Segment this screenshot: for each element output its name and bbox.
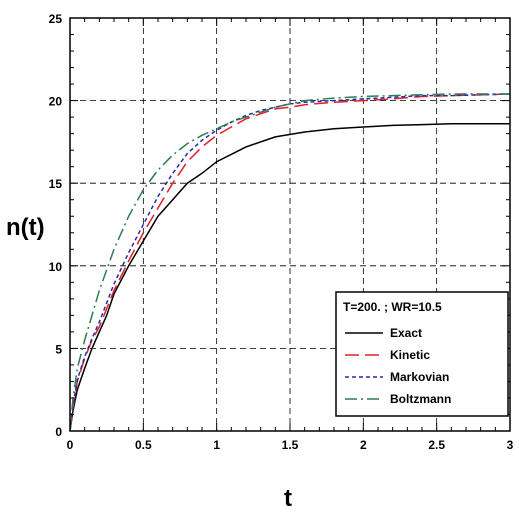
legend: T=200. ; WR=10.5 Exact Kinetic Markovian Bo… — [335, 291, 509, 417]
x-axis-title: t — [284, 485, 292, 512]
y-tick-label: 10 — [49, 260, 63, 274]
y-tick-label: 5 — [55, 342, 62, 356]
series-line-exact — [69, 122, 510, 432]
x-tick-label: 2 — [360, 438, 367, 452]
legend-label: Markovian — [390, 370, 449, 384]
tick-labels: 0 0.5 1 1.5 2 2.5 3 0 5 10 15 20 25 — [49, 12, 514, 452]
x-tick-label: 1 — [213, 438, 220, 452]
y-tick-label: 15 — [49, 177, 63, 191]
frame-ticks — [69, 17, 511, 432]
legend-items: Exact Kinetic Markovian Boltzmann — [345, 326, 451, 406]
y-axis-title: n(t) — [6, 214, 45, 241]
x-tick-label: 2.5 — [428, 438, 445, 452]
y-tick-label: 0 — [55, 425, 62, 439]
series-line-kinetic — [69, 93, 511, 432]
x-tick-label: 0 — [67, 438, 74, 452]
x-tick-label: 0.5 — [135, 438, 152, 452]
series-line-markovian — [69, 93, 511, 432]
series-lines — [69, 93, 511, 432]
legend-box — [335, 291, 509, 417]
series-line-boltzmann — [69, 93, 510, 432]
legend-label: Exact — [390, 326, 422, 340]
legend-label: Kinetic — [390, 348, 430, 362]
y-tick-label: 25 — [49, 12, 63, 26]
x-tick-label: 3 — [507, 438, 514, 452]
x-tick-label: 1.5 — [282, 438, 299, 452]
legend-title: T=200. ; WR=10.5 — [343, 300, 442, 314]
legend-label: Boltzmann — [390, 392, 451, 406]
y-tick-label: 20 — [49, 95, 63, 109]
